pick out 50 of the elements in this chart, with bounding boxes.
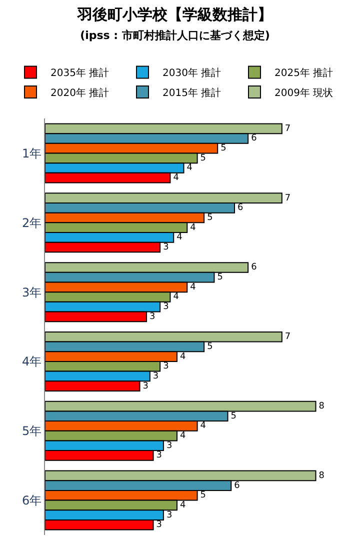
y-tick-label: 6年	[22, 494, 42, 508]
data-label: 3	[163, 302, 169, 312]
y-tick-label: 4年	[22, 354, 42, 369]
data-label: 7	[284, 193, 291, 204]
legend-label: 2020年 推計	[50, 86, 110, 99]
data-label: 5	[217, 272, 223, 283]
y-tick-label: 3年	[22, 285, 42, 300]
data-label: 4	[173, 173, 180, 184]
data-label: 4	[200, 421, 206, 432]
data-label: 5	[207, 212, 213, 223]
data-label: 7	[284, 332, 291, 342]
data-label: 3	[163, 362, 169, 372]
data-label: 5	[207, 342, 213, 352]
data-label: 4	[190, 222, 196, 233]
data-label: 3	[142, 381, 148, 392]
chart-subtitle: (ipss : 市町村推計人口に基づく想定)	[80, 28, 270, 42]
data-label: 4	[180, 431, 186, 442]
data-label: 4	[176, 232, 183, 243]
y-tick-label: 2年	[22, 216, 42, 230]
data-label: 3	[166, 440, 172, 451]
data-label: 6	[238, 203, 244, 214]
data-label: 7	[284, 124, 291, 134]
legend-label: 2009年 現状	[274, 86, 334, 99]
data-label: 6	[234, 480, 240, 491]
data-label: 4	[180, 500, 186, 510]
data-label: 3	[156, 450, 162, 461]
data-label: 6	[251, 134, 258, 144]
data-label: 5	[200, 153, 206, 164]
data-label: 3	[156, 520, 162, 530]
y-tick-label: 1年	[22, 146, 42, 160]
chart-title: 羽後町小学校【学級数推計】	[76, 5, 272, 24]
data-label: 5	[200, 490, 206, 501]
data-label: 8	[318, 402, 325, 412]
data-label: 5	[220, 144, 226, 154]
legend-label: 2035年 推計	[50, 67, 110, 80]
data-label: 8	[318, 470, 325, 481]
y-tick-label: 5年	[22, 424, 42, 438]
data-label: 4	[190, 282, 196, 292]
data-label: 4	[173, 292, 180, 302]
data-label: 6	[251, 262, 258, 273]
legend-label: 2030年 推計	[162, 67, 222, 80]
data-label: 3	[150, 312, 156, 322]
data-label: 3	[152, 371, 159, 382]
legend-label: 2025年 推計	[274, 67, 334, 80]
data-label: 4	[186, 163, 193, 174]
data-label: 3	[166, 510, 172, 520]
legend-label: 2015年 推計	[162, 86, 222, 99]
data-label: 4	[180, 352, 186, 362]
data-label: 3	[163, 242, 169, 252]
data-label: 5	[230, 411, 236, 422]
